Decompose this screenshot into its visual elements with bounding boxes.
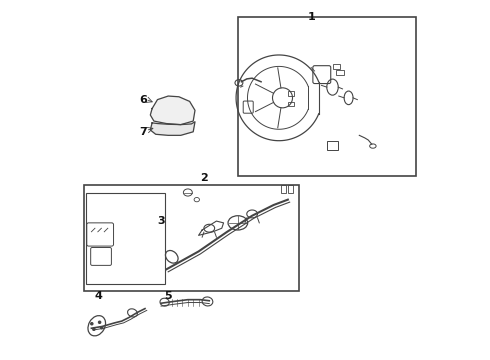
Text: 2: 2	[200, 173, 208, 183]
Bar	[288, 185, 293, 193]
Bar	[333, 64, 341, 69]
Bar	[281, 185, 286, 193]
Bar	[84, 185, 298, 291]
Bar	[238, 18, 416, 176]
Text: 3: 3	[157, 216, 165, 226]
Bar	[288, 102, 294, 107]
Polygon shape	[150, 122, 195, 135]
Bar	[288, 91, 294, 96]
Polygon shape	[150, 96, 195, 125]
Text: 7: 7	[139, 127, 147, 137]
Bar	[336, 69, 344, 75]
Bar	[86, 193, 165, 284]
Circle shape	[98, 321, 100, 323]
Text: 4: 4	[95, 291, 102, 301]
Text: 5: 5	[164, 291, 172, 301]
Text: 1: 1	[307, 13, 315, 22]
Bar	[327, 141, 338, 150]
Circle shape	[93, 328, 95, 330]
Circle shape	[100, 327, 103, 329]
Circle shape	[91, 323, 93, 325]
Text: 6: 6	[139, 95, 147, 105]
